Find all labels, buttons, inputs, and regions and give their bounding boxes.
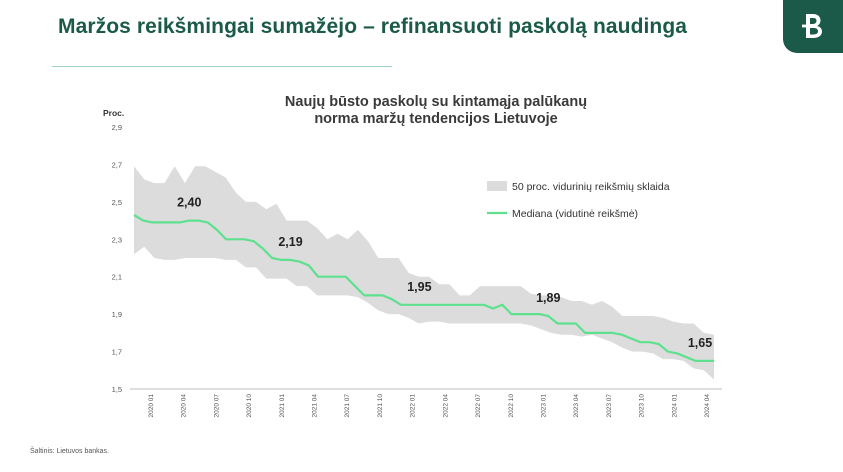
x-tick-label: 2020 01 bbox=[148, 394, 155, 418]
x-tick-label: 2021 10 bbox=[377, 394, 384, 418]
median-data-label: 2,40 bbox=[177, 196, 201, 210]
legend-band-swatch bbox=[487, 181, 507, 191]
slide-title: Maržos reikšmingai sumažėjo – refinansuo… bbox=[58, 15, 688, 38]
x-tick-label: 2023 10 bbox=[639, 394, 646, 418]
bank-logo bbox=[783, 0, 843, 53]
median-line bbox=[133, 214, 714, 362]
x-tick-label: 2022 01 bbox=[410, 394, 417, 418]
y-tick-label: 1,7 bbox=[112, 348, 122, 357]
x-tick-label: 2022 07 bbox=[475, 394, 482, 418]
x-tick-label: 2021 07 bbox=[344, 394, 351, 418]
x-tick-label: 2020 07 bbox=[213, 394, 220, 418]
x-tick-label: 2024 04 bbox=[704, 394, 711, 418]
y-tick-label: 2,5 bbox=[112, 198, 122, 207]
x-tick-label: 2020 10 bbox=[246, 394, 253, 418]
x-tick-label: 2022 04 bbox=[442, 394, 449, 418]
median-data-label: 1,89 bbox=[536, 291, 560, 305]
median-data-label: 2,19 bbox=[278, 235, 302, 249]
interquartile-band bbox=[134, 166, 714, 380]
chart-title-line: Naujų būsto paskolų su kintamąja palūkan… bbox=[285, 94, 587, 110]
y-tick-label: 2,3 bbox=[112, 235, 122, 244]
chart-title-line: norma maržų tendencijos Lietuvoje bbox=[314, 111, 557, 127]
y-tick-label: 2,7 bbox=[112, 160, 122, 169]
x-tick-label: 2021 04 bbox=[312, 394, 319, 418]
legend-band-label: 50 proc. vidurinių reikšmių sklaida bbox=[512, 181, 670, 193]
y-tick-label: 2,9 bbox=[112, 123, 122, 132]
x-tick-label: 2022 10 bbox=[508, 394, 515, 418]
median-data-label: 1,95 bbox=[407, 280, 431, 294]
source-note: Šaltinis: Lietuvos bankas. bbox=[30, 448, 109, 455]
y-axis-unit-label: Proc. bbox=[103, 108, 124, 118]
y-tick-label: 1,5 bbox=[112, 385, 122, 394]
x-tick-label: 2021 01 bbox=[279, 394, 286, 418]
legend-median-label: Mediana (vidutinė reikšmė) bbox=[512, 208, 638, 220]
y-tick-label: 2,1 bbox=[112, 273, 122, 282]
x-tick-label: 2024 01 bbox=[671, 394, 678, 418]
x-tick-label: 2023 07 bbox=[606, 394, 613, 418]
x-tick-label: 2023 04 bbox=[573, 394, 580, 418]
title-divider bbox=[52, 66, 392, 67]
median-data-label: 1,65 bbox=[688, 336, 712, 350]
x-tick-label: 2023 01 bbox=[540, 394, 547, 418]
x-tick-label: 2020 04 bbox=[181, 394, 188, 418]
y-tick-label: 1,9 bbox=[112, 310, 122, 319]
bank-logo-icon bbox=[802, 14, 822, 38]
